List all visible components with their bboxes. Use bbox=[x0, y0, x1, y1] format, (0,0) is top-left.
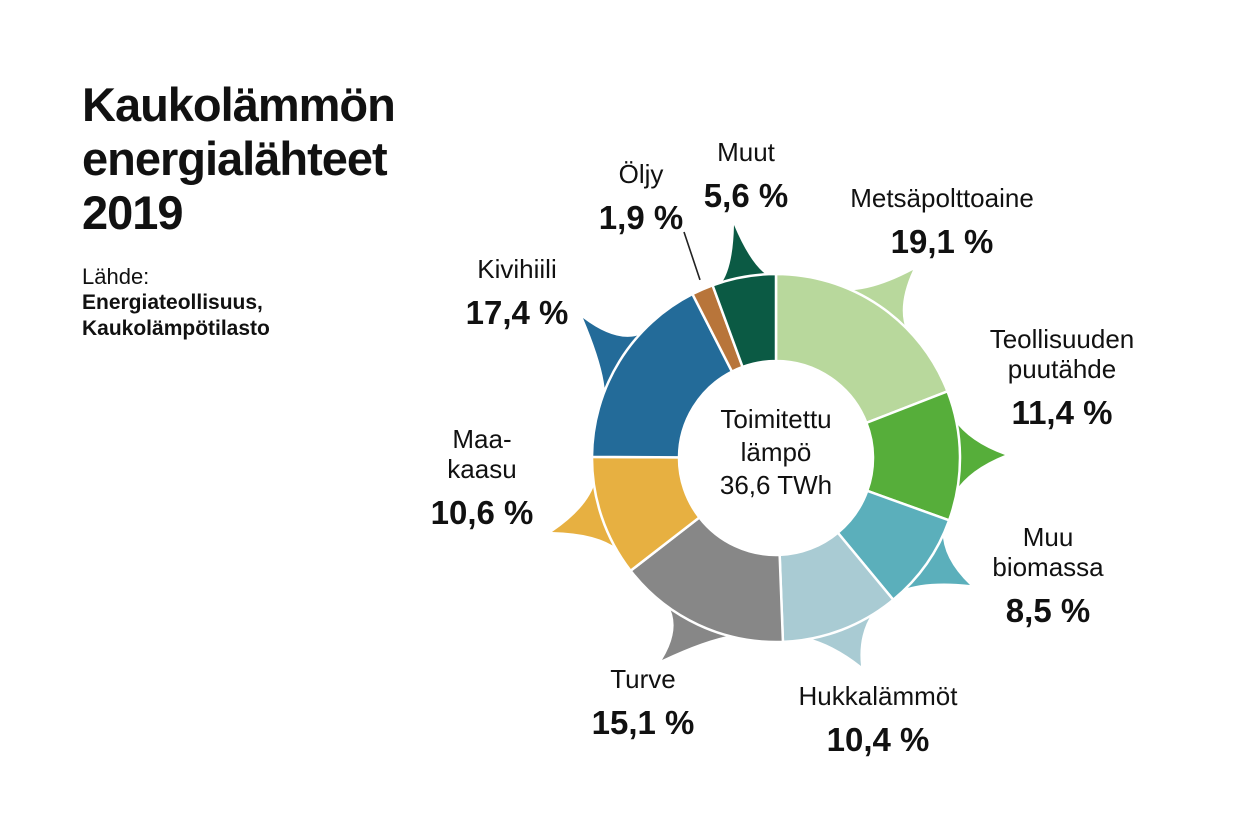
label-name-maakaasu: Maa- bbox=[452, 424, 511, 454]
label-value-teollisuuden-puutahde: 11,4 % bbox=[1012, 394, 1113, 431]
label-name-teollisuuden-puutahde: puutähde bbox=[1008, 354, 1116, 384]
label-value-oljy: 1,9 % bbox=[599, 199, 683, 236]
title-block: Kaukolämmön energialähteet 2019 Lähde: E… bbox=[82, 78, 422, 342]
label-value-muu-biomassa: 8,5 % bbox=[1006, 592, 1090, 629]
center-line-3: 36,6 TWh bbox=[720, 470, 832, 500]
pointer-hukkalammot bbox=[805, 611, 874, 666]
label-name-muut: Muut bbox=[717, 137, 776, 167]
chart-title-line-3: 2019 bbox=[82, 186, 184, 239]
center-line-1: Toimitettu bbox=[720, 404, 831, 434]
pointer-metsapolttoaine bbox=[846, 270, 913, 332]
chart-title-line-2: energialähteet bbox=[82, 132, 388, 185]
slices-group bbox=[552, 225, 1005, 666]
pointer-maakaasu bbox=[552, 481, 619, 550]
center-line-2: lämpö bbox=[741, 437, 812, 467]
label-name-maakaasu: kaasu bbox=[447, 454, 516, 484]
label-name-oljy: Öljy bbox=[619, 159, 664, 189]
label-value-metsapolttoaine: 19,1 % bbox=[891, 223, 994, 260]
label-name-turve: Turve bbox=[610, 664, 676, 694]
label-name-muu-biomassa: biomassa bbox=[992, 552, 1104, 582]
chart-title-line-1: Kaukolämmön bbox=[82, 78, 396, 131]
pointer-teollisuuden-puutahde bbox=[953, 419, 1005, 492]
pointer-kivihiili bbox=[583, 318, 644, 396]
label-value-hukkalammot: 10,4 % bbox=[827, 721, 930, 758]
slice-kivihiili bbox=[590, 292, 734, 459]
label-name-metsapolttoaine: Metsäpolttoaine bbox=[850, 183, 1034, 213]
labels-group: Metsäpolttoaine 19,1 % Teollisuudenpuutähd… bbox=[431, 137, 1135, 758]
label-value-muut: 5,6 % bbox=[704, 177, 788, 214]
label-value-kivihiili: 17,4 % bbox=[466, 294, 569, 331]
pointer-muut bbox=[720, 225, 769, 285]
label-name-muu-biomassa: Muu bbox=[1023, 522, 1074, 552]
source-line-1: Energiateollisuus, bbox=[82, 291, 263, 314]
label-name-teollisuuden-puutahde: Teollisuuden bbox=[990, 324, 1135, 354]
source-label: Lähde: bbox=[82, 264, 150, 289]
label-name-hukkalammot: Hukkalämmöt bbox=[799, 681, 959, 711]
pointer-turve bbox=[662, 604, 734, 660]
leader-line-oljy bbox=[683, 231, 701, 281]
center-label: Toimitettu lämpö 36,6 TWh bbox=[720, 404, 832, 500]
slice-metsapolttoaine bbox=[774, 272, 950, 425]
label-value-maakaasu: 10,6 % bbox=[431, 494, 534, 531]
source-line-2: Kaukolämpötilasto bbox=[82, 317, 270, 340]
slice-muut bbox=[710, 272, 778, 369]
label-value-turve: 15,1 % bbox=[592, 704, 695, 741]
label-name-kivihiili: Kivihiili bbox=[477, 254, 556, 284]
